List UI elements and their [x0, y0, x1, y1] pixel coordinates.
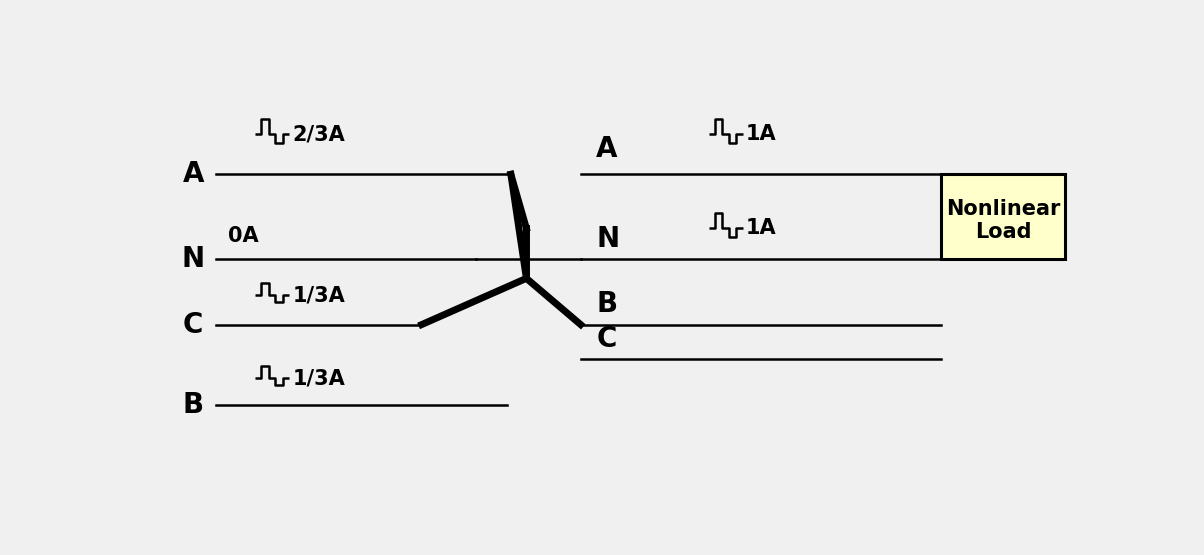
Text: 2/3A: 2/3A [293, 124, 346, 144]
Text: N: N [596, 225, 619, 253]
Text: 1A: 1A [745, 124, 777, 144]
Text: B: B [183, 391, 203, 420]
Text: Nonlinear: Nonlinear [946, 199, 1061, 219]
Text: B: B [596, 290, 618, 319]
FancyBboxPatch shape [942, 174, 1066, 259]
Text: 1/3A: 1/3A [293, 369, 346, 388]
Text: 1/3A: 1/3A [293, 285, 346, 305]
Text: 0A: 0A [228, 226, 259, 246]
Text: Load: Load [975, 222, 1032, 242]
Text: A: A [596, 135, 618, 163]
Text: N: N [182, 245, 205, 273]
Text: C: C [183, 311, 203, 339]
Text: 1A: 1A [745, 218, 777, 238]
Text: A: A [182, 160, 203, 188]
Text: C: C [596, 325, 616, 353]
